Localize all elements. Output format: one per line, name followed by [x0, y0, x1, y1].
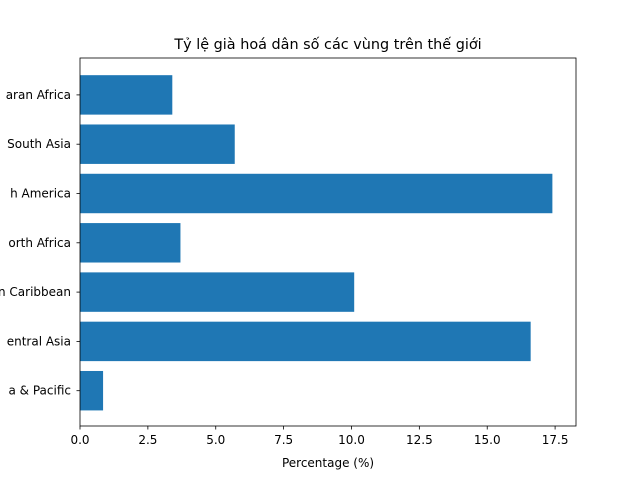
bar [80, 173, 553, 214]
y-axis-ticks: a & Pacific entral Asia n Caribbean orth Af… [0, 88, 80, 398]
chart-title: Tỷ lệ già hoá dân số các vùng trên thế g… [173, 36, 481, 53]
bar [80, 272, 355, 312]
bars-layer [80, 75, 553, 411]
x-tick-label: 5.0 [206, 433, 225, 447]
x-axis-label: Percentage (%) [282, 456, 374, 470]
bar [80, 370, 104, 411]
y-tick-label: orth Africa [8, 236, 71, 250]
y-tick-label: entral Asia [7, 334, 71, 348]
bar [80, 321, 531, 362]
y-tick-label: South Asia [7, 137, 71, 151]
y-tick-label: h America [10, 187, 71, 201]
y-tick-label: a & Pacific [9, 384, 71, 398]
plot-frame [79, 57, 577, 427]
x-tick-label: 17.5 [542, 433, 569, 447]
x-tick-label: 7.5 [274, 433, 293, 447]
x-tick-label: 10.0 [338, 433, 365, 447]
x-axis-ticks: 0.0 2.5 5.0 7.5 10.0 12.5 15.0 17.5 [70, 426, 568, 447]
bar [80, 223, 181, 263]
bar [80, 75, 173, 115]
y-tick-label: aran Africa [6, 88, 71, 102]
x-tick-label: 12.5 [406, 433, 433, 447]
y-tick-label: n Caribbean [0, 285, 71, 299]
bar [80, 124, 235, 164]
x-tick-label: 2.5 [138, 433, 157, 447]
x-tick-label: 0.0 [70, 433, 89, 447]
x-tick-label: 15.0 [474, 433, 501, 447]
